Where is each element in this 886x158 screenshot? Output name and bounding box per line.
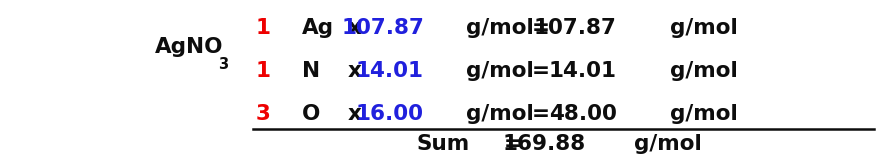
Text: x: x (347, 18, 361, 38)
Text: =: = (532, 104, 549, 124)
Text: 14.01: 14.01 (548, 61, 616, 81)
Text: Ag: Ag (301, 18, 333, 38)
Text: =: = (532, 61, 549, 81)
Text: N: N (301, 61, 319, 81)
Text: x: x (347, 104, 361, 124)
Text: 1: 1 (255, 18, 270, 38)
Text: =: = (532, 18, 549, 38)
Text: g/mol: g/mol (669, 104, 736, 124)
Text: 107.87: 107.87 (341, 18, 424, 38)
Text: 48.00: 48.00 (548, 104, 616, 124)
Text: 169.88: 169.88 (501, 134, 585, 154)
Text: 1: 1 (255, 61, 270, 81)
Text: Sum: Sum (416, 134, 470, 154)
Text: 14.01: 14.01 (355, 61, 424, 81)
Text: 107.87: 107.87 (533, 18, 616, 38)
Text: x: x (347, 61, 361, 81)
Text: 16.00: 16.00 (355, 104, 424, 124)
Text: =: = (503, 134, 521, 154)
Text: g/mol: g/mol (465, 61, 532, 81)
Text: g/mol: g/mol (669, 18, 736, 38)
Text: g/mol: g/mol (633, 134, 701, 154)
Text: AgNO: AgNO (155, 37, 223, 57)
Text: 3: 3 (218, 57, 228, 72)
Text: g/mol: g/mol (669, 61, 736, 81)
Text: O: O (301, 104, 320, 124)
Text: g/mol: g/mol (465, 104, 532, 124)
Text: 3: 3 (255, 104, 270, 124)
Text: g/mol: g/mol (465, 18, 532, 38)
